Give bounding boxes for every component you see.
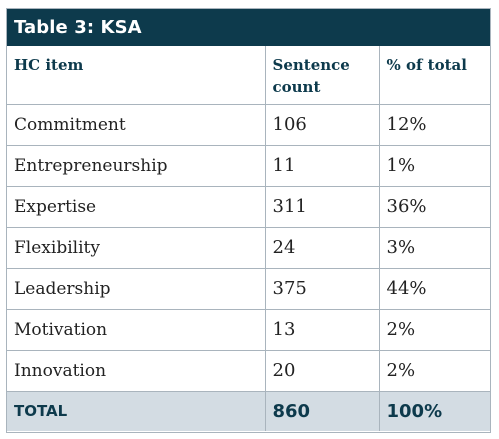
- percent-cell: 44%: [379, 268, 490, 310]
- total-label: TOTAL: [7, 391, 266, 431]
- sentence-count-cell: 20: [265, 350, 380, 392]
- ksa-table: Table 3: KSA HC item Sentence count % of…: [6, 8, 491, 433]
- sentence-count-cell: 24: [265, 227, 380, 269]
- percent-cell: 1%: [379, 145, 490, 187]
- sentence-count-cell: 311: [265, 186, 380, 228]
- percent-cell: 12%: [379, 104, 490, 146]
- total-sentence-count: 860: [265, 391, 380, 431]
- table-row: Entrepreneurship 11 1%: [7, 145, 490, 187]
- table-row: Flexibility 24 3%: [7, 227, 490, 269]
- total-row: TOTAL 860 100%: [7, 391, 490, 431]
- percent-cell: 2%: [379, 309, 490, 351]
- header-hc-item: HC item: [7, 46, 266, 105]
- sentence-count-cell: 11: [265, 145, 380, 187]
- table-row: Leadership 375 44%: [7, 268, 490, 310]
- hc-item-cell: Commitment: [7, 104, 266, 146]
- percent-cell: 2%: [379, 350, 490, 392]
- sentence-count-cell: 106: [265, 104, 380, 146]
- hc-item-cell: Expertise: [7, 186, 266, 228]
- data-table: HC item Sentence count % of total Commit…: [7, 46, 490, 431]
- hc-item-cell: Motivation: [7, 309, 266, 351]
- sentence-count-cell: 13: [265, 309, 380, 351]
- table-row: Motivation 13 2%: [7, 309, 490, 351]
- percent-cell: 3%: [379, 227, 490, 269]
- table-title: Table 3: KSA: [7, 9, 490, 46]
- table-row: Expertise 311 36%: [7, 186, 490, 228]
- hc-item-cell: Entrepreneurship: [7, 145, 266, 187]
- hc-item-cell: Leadership: [7, 268, 266, 310]
- hc-item-cell: Flexibility: [7, 227, 266, 269]
- hc-item-cell: Innovation: [7, 350, 266, 392]
- percent-cell: 36%: [379, 186, 490, 228]
- header-row: HC item Sentence count % of total: [7, 46, 490, 105]
- total-percent: 100%: [379, 391, 490, 431]
- table-row: Innovation 20 2%: [7, 350, 490, 392]
- header-sentence-count: Sentence count: [265, 46, 380, 105]
- sentence-count-cell: 375: [265, 268, 380, 310]
- header-percent-total: % of total: [379, 46, 490, 105]
- table-row: Commitment 106 12%: [7, 104, 490, 146]
